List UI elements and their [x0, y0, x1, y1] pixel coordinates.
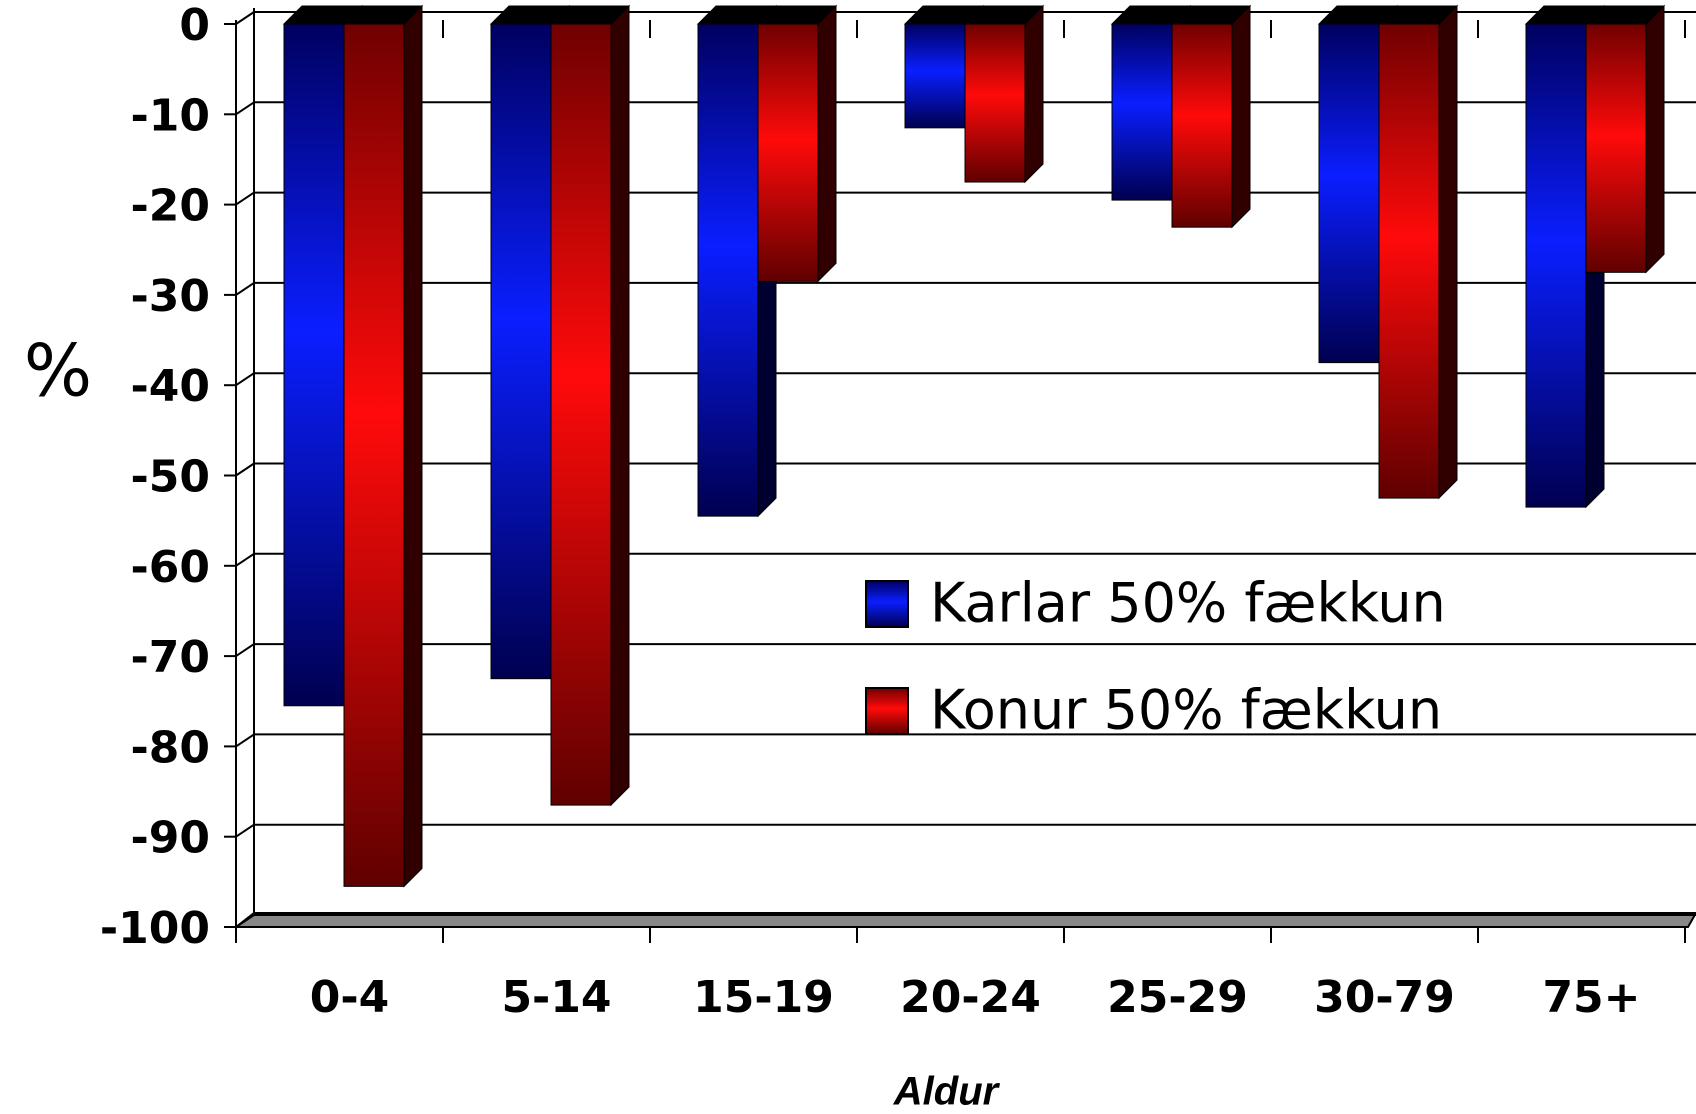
grid-line — [235, 552, 255, 567]
bar — [697, 23, 759, 517]
y-tick-label: -30 — [131, 271, 211, 322]
grid-line — [235, 282, 255, 296]
grid-line — [235, 191, 255, 206]
bar — [1378, 23, 1440, 499]
bar — [757, 23, 819, 282]
legend-label: Karlar 50% fækkun — [930, 572, 1446, 635]
y-tick-label: -90 — [131, 813, 211, 864]
grid-line — [235, 914, 255, 928]
bar-side — [1231, 4, 1251, 229]
bar — [1318, 23, 1380, 364]
grid-line — [235, 823, 255, 838]
bar-side — [403, 4, 423, 888]
bar — [964, 23, 1026, 183]
bar — [904, 23, 966, 129]
y-tick-label: -100 — [100, 903, 210, 954]
y-tick-label: 0 — [179, 0, 210, 51]
x-tick-label: 5-14 — [501, 972, 611, 1023]
y-tick-label: -10 — [131, 90, 211, 141]
y-tick-label: -60 — [131, 542, 211, 593]
grid-line — [235, 733, 255, 748]
bar — [1525, 23, 1587, 508]
bar — [550, 23, 612, 806]
y-tick-label: -20 — [131, 181, 211, 232]
x-axis-label: Aldur — [893, 1070, 1001, 1114]
grid-line — [235, 101, 255, 116]
x-tick-label: 0-4 — [310, 972, 390, 1023]
y-axis-label: % — [24, 329, 92, 413]
bar — [490, 23, 552, 680]
x-tick-label: 20-24 — [900, 972, 1041, 1023]
bar — [1111, 23, 1173, 201]
y-tick-label: -50 — [131, 452, 211, 503]
bar — [1585, 23, 1647, 273]
x-tick-label: 15-19 — [693, 972, 834, 1023]
y-tick-label: -80 — [131, 722, 211, 773]
grid-line — [235, 643, 255, 657]
bar — [1171, 23, 1233, 228]
bar-side — [610, 4, 630, 807]
x-tick-label: 30-79 — [1314, 972, 1455, 1023]
legend-swatch — [865, 580, 909, 628]
bar-side — [1024, 4, 1044, 184]
y-tick-label: -40 — [131, 361, 211, 412]
legend-label: Konur 50% fækkun — [930, 679, 1442, 742]
grid-line — [235, 462, 255, 477]
legend-swatch — [865, 687, 909, 735]
bar — [343, 23, 405, 887]
x-tick-label: 25-29 — [1107, 972, 1248, 1023]
x-tick-label: 75+ — [1542, 972, 1640, 1023]
bar-side — [817, 4, 837, 283]
grid-line — [235, 11, 255, 25]
y-tick-label: -70 — [131, 632, 211, 683]
bar — [283, 23, 345, 707]
grid-line — [235, 372, 255, 387]
bar-side — [1645, 4, 1665, 274]
bar-side — [1438, 4, 1458, 500]
floor — [233, 912, 1696, 928]
